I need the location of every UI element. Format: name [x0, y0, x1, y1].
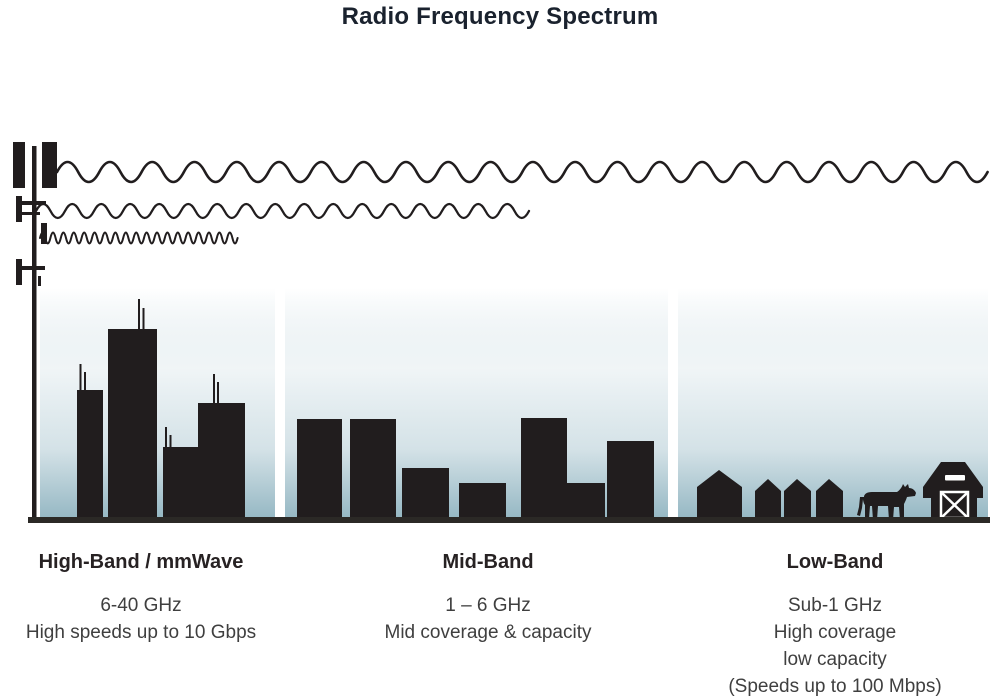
mid-band-description: Mid coverage & capacity — [384, 622, 592, 643]
low-band-label: Low-Band Sub-1 GHz High coverage low cap… — [728, 549, 941, 700]
page-title: Radio Frequency Spectrum — [341, 3, 659, 30]
house-icon — [697, 470, 742, 520]
mid-band-heading: Mid-Band — [442, 551, 534, 573]
high-band-frequency: 6-40 GHz — [100, 595, 182, 616]
low-band-description-2: low capacity — [783, 649, 887, 670]
town-buildings-icon — [297, 418, 654, 519]
mid-band-frequency: 1 – 6 GHz — [445, 595, 531, 616]
city-skyscrapers-icon — [77, 299, 245, 519]
high-band-heading: High-Band / mmWave — [38, 551, 244, 573]
house-icon — [755, 479, 781, 520]
cell-tower-icon — [13, 142, 57, 520]
medium-wavelength-wave-icon — [34, 202, 531, 220]
low-band-description-1: High coverage — [773, 622, 897, 643]
house-icon — [816, 479, 843, 520]
cow-icon — [857, 484, 916, 520]
house-icon — [784, 479, 811, 520]
long-wavelength-wave-icon — [55, 160, 989, 184]
low-band-description-3: (Speeds up to 100 Mbps) — [728, 676, 942, 697]
high-band-description: High speeds up to 10 Gbps — [25, 622, 257, 643]
barn-icon — [923, 462, 983, 520]
low-band-heading: Low-Band — [786, 551, 884, 573]
rooftop-antennas-icon — [79, 299, 219, 448]
mid-band-label: Mid-Band 1 – 6 GHz Mid coverage & capaci… — [385, 549, 592, 646]
short-wavelength-wave-icon — [39, 231, 239, 245]
high-band-label: High-Band / mmWave 6-40 GHz High speeds … — [26, 549, 256, 646]
low-band-frequency: Sub-1 GHz — [788, 595, 882, 616]
mid-band-sky-panel — [285, 288, 668, 518]
barn-vent — [945, 475, 965, 481]
rural-houses-icon — [697, 462, 983, 520]
ground-line — [28, 517, 990, 523]
